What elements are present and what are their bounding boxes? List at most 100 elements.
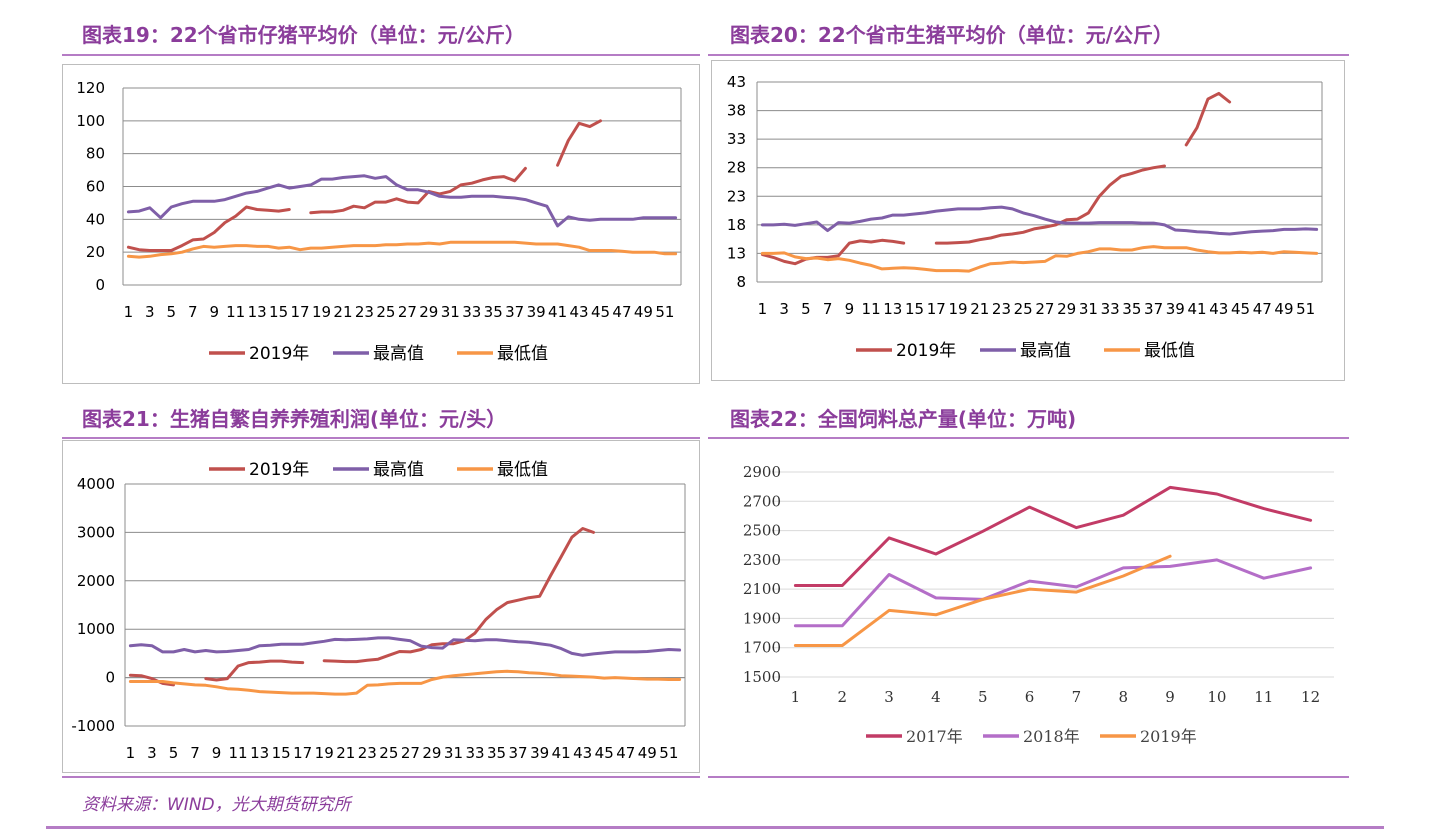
x-tick-label: 7: [1072, 688, 1082, 706]
x-tick-label: 23: [355, 303, 374, 321]
divider: [708, 437, 1349, 439]
x-tick-label: 31: [444, 744, 463, 762]
x-tick-label: 33: [465, 744, 484, 762]
x-tick-label: 35: [487, 744, 506, 762]
chart21-title: 图表21：生猪自繁自养养殖利润(单位：元/头）: [82, 407, 507, 431]
x-tick-label: 23: [358, 744, 377, 762]
x-tick-label: 39: [527, 303, 546, 321]
x-tick-label: 39: [1166, 300, 1185, 318]
x-tick-label: 25: [1014, 300, 1033, 318]
x-tick-label: 25: [379, 744, 398, 762]
series-line-1: [793, 485, 1313, 587]
y-tick-label: 2900: [743, 463, 781, 481]
legend-label: 最高值: [373, 344, 424, 364]
legend-label: 最低值: [497, 344, 548, 364]
x-tick-label: 1: [126, 744, 136, 762]
y-tick-label: 28: [727, 159, 746, 177]
x-tick-label: 45: [1231, 300, 1250, 318]
y-tick-label: 38: [727, 102, 746, 120]
x-tick-label: 35: [1122, 300, 1141, 318]
x-tick-label: 37: [505, 303, 524, 321]
x-tick-label: 5: [167, 303, 177, 321]
x-tick-label: 19: [312, 303, 331, 321]
x-tick-label: 47: [1253, 300, 1272, 318]
x-tick-label: 33: [462, 303, 481, 321]
x-tick-label: 43: [570, 303, 589, 321]
x-tick-label: 7: [190, 744, 200, 762]
divider: [708, 54, 1349, 56]
x-tick-label: 1: [791, 688, 801, 706]
x-tick-label: 37: [509, 744, 528, 762]
x-tick-label: 9: [845, 300, 855, 318]
chart20-title: 图表20：22个省市生猪平均价（单位：元/公斤）: [730, 23, 1173, 47]
x-tick-label: 27: [401, 744, 420, 762]
x-tick-label: 5: [169, 744, 179, 762]
divider: [62, 437, 700, 439]
x-tick-label: 47: [612, 303, 631, 321]
x-tick-label: 3: [145, 303, 155, 321]
x-tick-label: 47: [616, 744, 635, 762]
x-tick-label: 43: [1209, 300, 1228, 318]
x-tick-label: 1: [124, 303, 134, 321]
x-tick-label: 17: [927, 300, 946, 318]
x-tick-label: 5: [978, 688, 988, 706]
x-tick-label: 21: [336, 744, 355, 762]
x-tick-label: 29: [419, 303, 438, 321]
x-tick-label: 29: [422, 744, 441, 762]
x-tick-label: 33: [1101, 300, 1120, 318]
chart20-frame: [711, 60, 1345, 381]
y-tick-label: 4000: [77, 475, 115, 493]
x-tick-label: 9: [1165, 688, 1175, 706]
y-tick-label: 43: [727, 73, 746, 91]
y-tick-label: -1000: [71, 717, 115, 735]
footer-rule: [46, 826, 1384, 829]
x-tick-label: 43: [573, 744, 592, 762]
x-tick-label: 17: [293, 744, 312, 762]
x-tick-label: 15: [905, 300, 924, 318]
series-line-2: [793, 558, 1313, 628]
x-tick-label: 10: [1207, 688, 1226, 706]
legend-label: 2019年: [249, 344, 309, 364]
legend-label: 最高值: [1020, 341, 1071, 361]
legend-label: 最高值: [373, 460, 424, 480]
legend-label: 最低值: [497, 460, 548, 480]
x-tick-label: 35: [484, 303, 503, 321]
y-tick-label: 100: [76, 112, 105, 130]
series-line-3: [760, 245, 1319, 273]
x-tick-label: 41: [552, 744, 571, 762]
legend-label: 2018年: [1023, 727, 1080, 746]
x-tick-label: 21: [970, 300, 989, 318]
chart19-title: 图表19：22个省市仔猪平均价（单位：元/公斤）: [82, 23, 525, 47]
legend-label: 2017年: [906, 727, 963, 746]
y-tick-label: 1700: [743, 639, 781, 657]
x-tick-label: 3: [147, 744, 157, 762]
y-tick-label: 20: [86, 243, 105, 261]
x-tick-label: 9: [209, 303, 219, 321]
x-tick-label: 1: [758, 300, 768, 318]
x-tick-label: 39: [530, 744, 549, 762]
x-tick-label: 49: [638, 744, 657, 762]
y-tick-label: 60: [86, 178, 105, 196]
x-tick-label: 31: [441, 303, 460, 321]
x-tick-label: 19: [948, 300, 967, 318]
x-tick-label: 11: [1254, 688, 1273, 706]
x-tick-label: 13: [250, 744, 269, 762]
x-tick-label: 27: [398, 303, 417, 321]
y-tick-label: 0: [105, 669, 115, 687]
x-tick-label: 41: [1188, 300, 1207, 318]
x-tick-label: 37: [1144, 300, 1163, 318]
series-line-3: [793, 554, 1172, 647]
series-line-1: [126, 119, 602, 252]
x-tick-label: 9: [212, 744, 222, 762]
x-tick-label: 8: [1118, 688, 1128, 706]
x-tick-label: 5: [801, 300, 811, 318]
x-tick-label: 21: [333, 303, 352, 321]
x-tick-label: 29: [1057, 300, 1076, 318]
chart22-title: 图表22：全国饲料总产量(单位：万吨): [730, 407, 1077, 431]
x-tick-label: 3: [884, 688, 894, 706]
x-tick-label: 11: [229, 744, 248, 762]
y-tick-label: 1500: [743, 668, 781, 686]
x-tick-label: 15: [269, 303, 288, 321]
y-tick-label: 1900: [743, 609, 781, 627]
